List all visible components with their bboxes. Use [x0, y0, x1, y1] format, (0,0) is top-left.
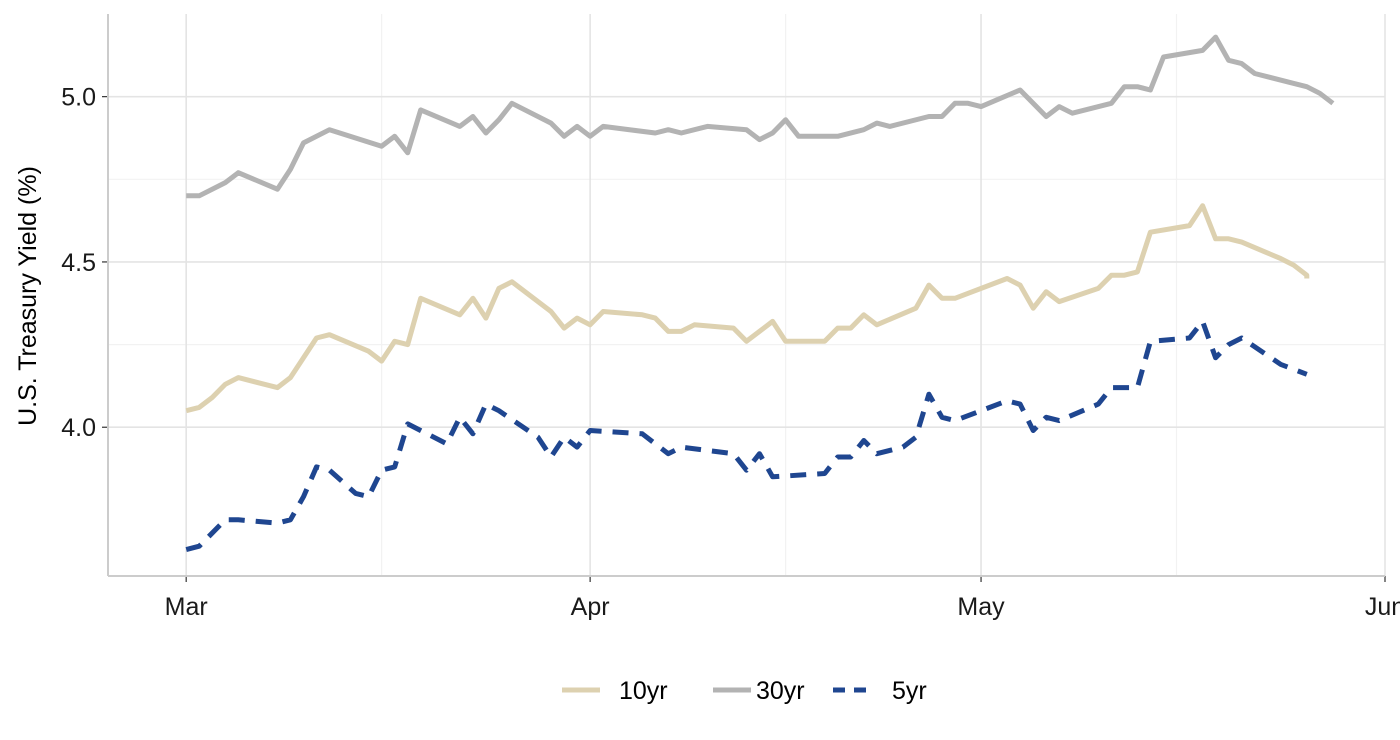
series-line-5yr	[185, 318, 1308, 553]
axes-layer: 4.0 4.5 5.0 Mar Apr May Jun	[61, 14, 1400, 621]
legend-label-10yr: 10yr	[619, 677, 668, 705]
x-tick-label: Apr	[571, 593, 610, 621]
y-tick-label: 4.0	[61, 414, 96, 442]
legend-item-5yr: 5yr	[833, 677, 927, 705]
y-tick-label: 4.5	[61, 249, 96, 277]
legend-item-30yr: 30yr	[713, 677, 805, 705]
legend: 10yr 30yr 5yr	[562, 677, 927, 705]
y-tick-label: 5.0	[61, 84, 96, 112]
x-tick-label: Jun	[1365, 593, 1400, 621]
legend-label-5yr: 5yr	[892, 677, 927, 705]
grid-layer	[108, 14, 1386, 576]
legend-label-30yr: 30yr	[756, 677, 805, 705]
y-axis-title: U.S. Treasury Yield (%)	[14, 166, 42, 426]
legend-item-10yr: 10yr	[562, 677, 668, 705]
series-layer	[185, 34, 1335, 553]
series-line-10yr	[185, 203, 1310, 414]
x-tick-label: Mar	[165, 593, 208, 621]
x-tick-label: May	[957, 593, 1005, 621]
series-line-30yr	[186, 34, 1335, 199]
